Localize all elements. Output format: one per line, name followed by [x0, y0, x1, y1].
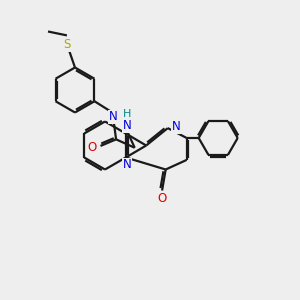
Text: O: O	[158, 192, 167, 206]
Text: N: N	[123, 119, 132, 133]
Text: N: N	[172, 120, 181, 133]
Text: O: O	[88, 141, 97, 154]
Text: S: S	[63, 38, 70, 52]
Text: N: N	[109, 110, 118, 123]
Text: H: H	[122, 109, 131, 119]
Text: N: N	[123, 158, 132, 172]
